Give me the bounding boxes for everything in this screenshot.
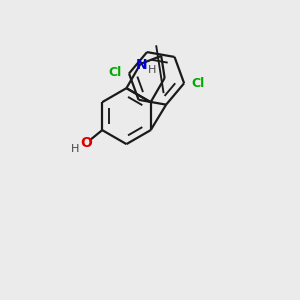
Text: O: O — [80, 136, 92, 150]
Text: H: H — [147, 65, 156, 75]
Text: Cl: Cl — [108, 65, 122, 79]
Text: N: N — [136, 58, 147, 72]
Text: Cl: Cl — [191, 77, 205, 90]
Text: H: H — [70, 144, 79, 154]
